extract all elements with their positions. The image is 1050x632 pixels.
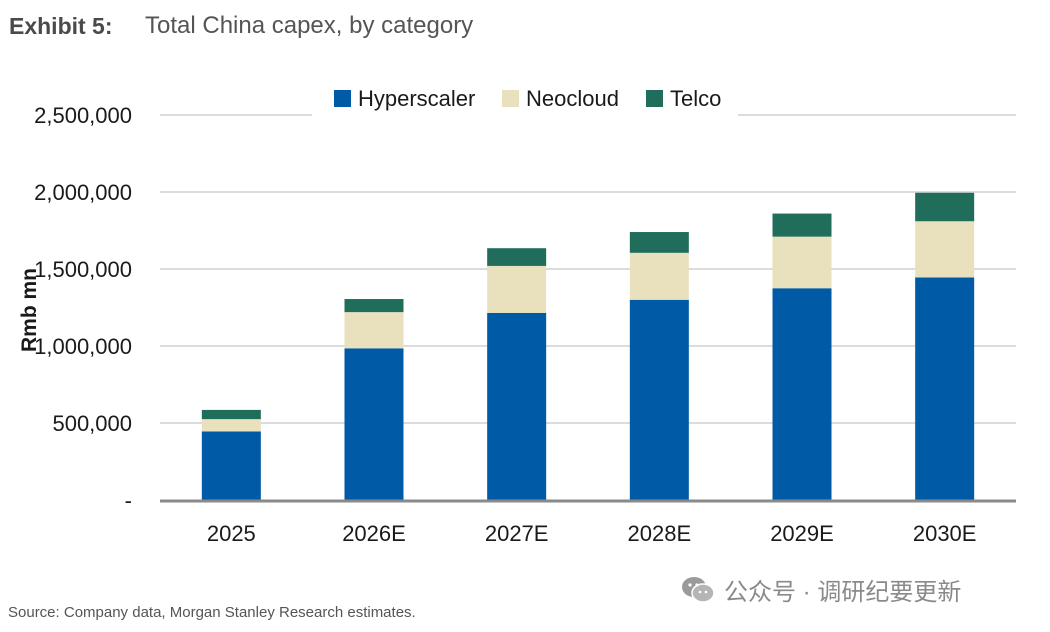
bar-neocloud-2029e [772, 236, 832, 289]
bar-hyperscaler-2027e [487, 312, 547, 500]
bar-neocloud-2030e [915, 221, 975, 278]
bar-telco-2025 [201, 409, 261, 420]
title-row: Exhibit 5: Total China capex, by categor… [9, 12, 473, 40]
y-tick-label: 2,000,000 [34, 180, 132, 205]
bars [201, 192, 975, 500]
bar-neocloud-2027e [487, 265, 547, 313]
x-tick-label: 2030E [913, 521, 977, 546]
y-tick-label: 2,500,000 [34, 103, 132, 128]
legend-label-neocloud: Neocloud [526, 86, 619, 111]
bar-hyperscaler-2029e [772, 288, 832, 500]
legend-swatch-telco [646, 90, 663, 107]
axes: - 500,000 1,000,000 1,500,000 2,000,000 2,500… [34, 103, 1016, 546]
bar-neocloud-2028e [629, 252, 689, 300]
legend-swatch-neocloud [502, 90, 519, 107]
bar-hyperscaler-2030e [915, 277, 975, 500]
wechat-icon [682, 576, 715, 603]
legend: Hyperscaler Neocloud Telco [334, 86, 721, 111]
x-tick-label: 2029E [770, 521, 834, 546]
bar-telco-2030e [915, 192, 975, 222]
bar-telco-2026e [344, 299, 404, 313]
bar-telco-2029e [772, 213, 832, 237]
gridlines [160, 114, 1016, 424]
bar-hyperscaler-2028e [629, 299, 689, 500]
exhibit-label: Exhibit 5: [9, 13, 113, 39]
bar-neocloud-2026e [344, 312, 404, 349]
x-tick-label: 2027E [485, 521, 549, 546]
x-tick-label: 2026E [342, 521, 406, 546]
chart-title: Total China capex, by category [145, 12, 474, 39]
bar-hyperscaler-2025 [201, 431, 261, 500]
y-tick-label: 500,000 [52, 411, 132, 436]
bar-telco-2028e [629, 232, 689, 253]
x-tick-label: 2028E [628, 521, 692, 546]
y-tick-label: - [125, 488, 132, 513]
watermark-text: 公众号 · 调研纪要更新 [724, 579, 962, 606]
bar-neocloud-2025 [201, 419, 261, 432]
chart: - 500,000 1,000,000 1,500,000 2,000,000 2,500… [18, 86, 1016, 546]
x-tick-label: 2025 [207, 521, 256, 546]
y-tick-label: 1,000,000 [34, 334, 132, 359]
bar-telco-2027e [487, 248, 547, 266]
y-tick-label: 1,500,000 [34, 257, 132, 282]
y-axis-label: Rmb mn [18, 268, 41, 352]
legend-label-telco: Telco [670, 86, 721, 111]
bar-hyperscaler-2026e [344, 348, 404, 500]
source-note: Source: Company data, Morgan Stanley Res… [8, 604, 416, 621]
watermark: 公众号 · 调研纪要更新 [680, 572, 961, 607]
legend-swatch-hyperscaler [334, 90, 351, 107]
legend-label-hyperscaler: Hyperscaler [358, 86, 475, 111]
